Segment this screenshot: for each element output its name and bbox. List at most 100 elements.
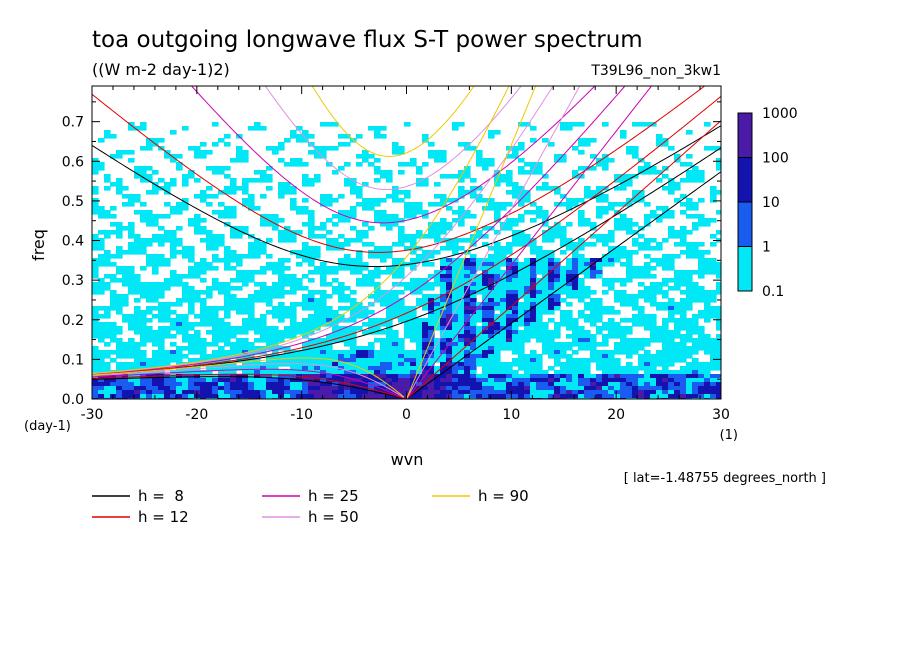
- spectrum-cell: [458, 354, 465, 359]
- spectrum-cell: [488, 258, 495, 263]
- spectrum-cell: [248, 322, 255, 327]
- spectrum-cell: [410, 242, 417, 247]
- spectrum-cell: [488, 390, 495, 395]
- spectrum-cell: [362, 282, 369, 287]
- spectrum-cell: [674, 342, 681, 347]
- spectrum-cell: [386, 354, 393, 359]
- spectrum-cell: [476, 234, 483, 239]
- spectrum-cell: [596, 162, 603, 167]
- spectrum-cell: [650, 366, 657, 371]
- spectrum-cell: [272, 386, 279, 391]
- spectrum-cell: [686, 302, 693, 307]
- spectrum-cell: [344, 294, 351, 299]
- spectrum-cell: [494, 382, 501, 387]
- spectrum-cell: [506, 270, 513, 275]
- spectrum-cell: [428, 378, 435, 383]
- spectrum-cell: [398, 170, 405, 175]
- spectrum-cell: [356, 374, 363, 379]
- spectrum-cell: [548, 274, 555, 279]
- spectrum-cell: [446, 314, 453, 319]
- spectrum-cell: [542, 250, 549, 255]
- spectrum-cell: [218, 202, 225, 207]
- spectrum-cell: [266, 178, 273, 183]
- x-tick-label: -10: [290, 407, 313, 423]
- spectrum-cell: [572, 198, 579, 203]
- spectrum-cell: [452, 346, 459, 351]
- spectrum-cell: [650, 378, 657, 383]
- colorbar-label: 1000: [762, 106, 798, 122]
- spectrum-cell: [512, 326, 519, 331]
- spectrum-cell: [488, 202, 495, 207]
- spectrum-cell: [710, 234, 717, 239]
- spectrum-cell: [470, 386, 477, 391]
- spectrum-cell: [98, 382, 105, 387]
- spectrum-cell: [440, 282, 447, 287]
- spectrum-cell: [164, 234, 171, 239]
- spectrum-cell: [560, 154, 567, 159]
- spectrum-cell: [242, 378, 249, 383]
- spectrum-cell: [128, 286, 135, 291]
- spectrum-cell: [290, 378, 297, 383]
- spectrum-cell: [578, 150, 585, 155]
- spectrum-cell: [698, 330, 705, 335]
- spectrum-cell: [224, 350, 231, 355]
- spectrum-cell: [632, 390, 639, 395]
- spectrum-cell: [416, 170, 423, 175]
- spectrum-cell: [380, 302, 387, 307]
- spectrum-cell: [428, 354, 435, 359]
- spectrum-cell: [140, 318, 147, 323]
- spectrum-cell: [92, 242, 99, 247]
- spectrum-cell: [284, 394, 291, 399]
- spectrum-cell: [650, 362, 657, 367]
- spectrum-cell: [686, 350, 693, 355]
- spectrum-cell: [278, 394, 285, 399]
- spectrum-cell: [350, 394, 357, 399]
- spectrum-cell: [662, 266, 669, 271]
- spectrum-cell: [302, 162, 309, 167]
- spectrum-cell: [530, 166, 537, 171]
- spectrum-cell: [182, 182, 189, 187]
- spectrum-cell: [200, 354, 207, 359]
- spectrum-cell: [302, 182, 309, 187]
- spectrum-cell: [644, 222, 651, 227]
- spectrum-cell: [320, 278, 327, 283]
- spectrum-cell: [248, 206, 255, 211]
- spectrum-cell: [500, 310, 507, 315]
- colorbar-swatch: [737, 246, 753, 292]
- spectrum-cell: [476, 382, 483, 387]
- spectrum-cell: [668, 382, 675, 387]
- spectrum-cell: [698, 394, 705, 399]
- spectrum-cell: [362, 350, 369, 355]
- spectrum-cell: [692, 246, 699, 251]
- spectrum-cell: [428, 254, 435, 259]
- spectrum-cell: [386, 294, 393, 299]
- spectrum-cell: [140, 246, 147, 251]
- spectrum-cell: [440, 386, 447, 391]
- spectrum-cell: [572, 242, 579, 247]
- spectrum-cell: [158, 234, 165, 239]
- spectrum-cell: [422, 234, 429, 239]
- spectrum-cell: [146, 178, 153, 183]
- spectrum-cell: [464, 310, 471, 315]
- spectrum-cell: [602, 358, 609, 363]
- spectrum-cell: [440, 382, 447, 387]
- spectrum-cell: [410, 250, 417, 255]
- spectrum-cell: [530, 278, 537, 283]
- spectrum-cell: [218, 238, 225, 243]
- spectrum-cell: [140, 314, 147, 319]
- spectrum-cell: [242, 154, 249, 159]
- spectrum-cell: [224, 294, 231, 299]
- spectrum-cell: [512, 266, 519, 271]
- spectrum-cell: [140, 266, 147, 271]
- spectrum-cell: [320, 338, 327, 343]
- spectrum-cell: [266, 390, 273, 395]
- spectrum-cell: [134, 250, 141, 255]
- spectrum-cell: [164, 182, 171, 187]
- dispersion-curve-h90-rossby: [92, 357, 405, 398]
- spectrum-cell: [230, 190, 237, 195]
- spectrum-cell: [356, 366, 363, 371]
- spectrum-cell: [500, 330, 507, 335]
- spectrum-cell: [602, 278, 609, 283]
- spectrum-cell: [464, 386, 471, 391]
- spectrum-cell: [458, 346, 465, 351]
